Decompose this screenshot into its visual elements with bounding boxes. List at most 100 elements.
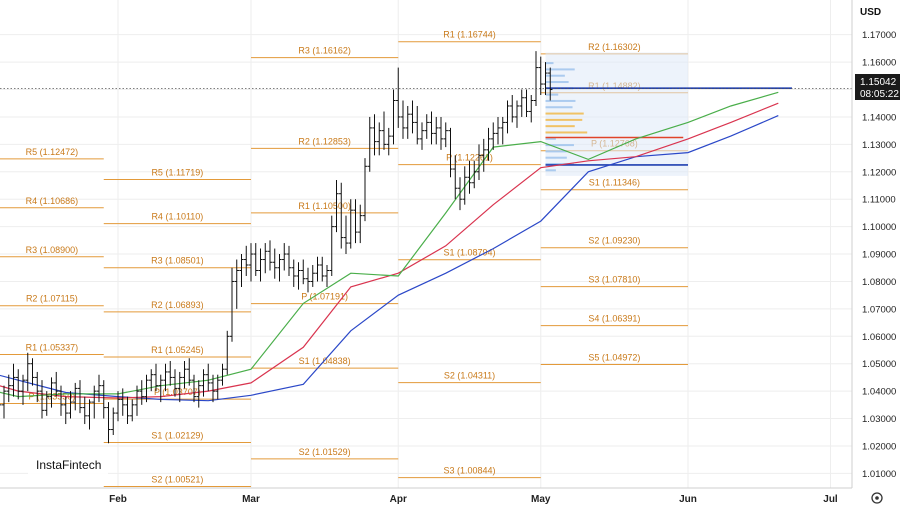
ohlc-bar <box>182 360 187 389</box>
logo-backdrop <box>28 452 108 476</box>
ohlc-bar <box>386 127 391 156</box>
ohlc-bar <box>92 385 97 419</box>
ohlc-bar <box>548 67 553 101</box>
ohlc-bar <box>210 374 216 403</box>
pivot-label: S1 (1.02129) <box>151 430 203 440</box>
ohlc-bar <box>201 369 206 397</box>
ohlc-bar <box>277 254 282 282</box>
pivot-label: P (1.07191) <box>301 292 348 302</box>
ohlc-bar <box>467 160 472 194</box>
ohlc-bar <box>438 116 444 150</box>
ohlc-bar <box>191 374 197 403</box>
ohlc-bar <box>16 369 21 400</box>
y-tick-label: 1.04000 <box>862 387 896 398</box>
ohlc-bar <box>286 245 292 276</box>
ohlc-bar <box>258 248 263 282</box>
ohlc-bar <box>324 265 330 287</box>
ohlc-bar <box>263 243 268 274</box>
ohlc-bar <box>234 259 239 309</box>
ohlc-bar <box>443 122 448 148</box>
time-axis[interactable]: Feb Mar Apr May Jun Jul <box>109 494 838 505</box>
ohlc-bar <box>296 262 301 290</box>
ohlc-bar <box>215 374 220 400</box>
ohlc-bar <box>334 180 339 233</box>
month-label: Feb <box>109 494 127 505</box>
ohlc-bar <box>149 369 154 392</box>
pivot-label: R2 (1.06893) <box>151 300 204 310</box>
volume-profile-bar <box>545 74 565 77</box>
volume-profile-bar <box>545 131 588 134</box>
ohlc-bar <box>106 402 111 444</box>
ohlc-bar <box>125 396 130 425</box>
ohlc-bar <box>244 245 249 276</box>
pivot-label: S4 (1.06391) <box>588 314 640 324</box>
settings-icon[interactable] <box>871 492 883 504</box>
ohlc-bar <box>225 330 230 375</box>
ohlc-bar <box>77 380 83 414</box>
volume-profile-bar <box>545 99 576 102</box>
y-tick-label: 1.01000 <box>862 469 896 480</box>
ohlc-bar <box>0 404 2 406</box>
ohlc-bar <box>30 358 35 386</box>
ohlc-bar <box>101 380 106 419</box>
ohlc-bar <box>177 371 182 403</box>
pivot-label: R5 (1.11719) <box>151 167 203 177</box>
ohlc-bar <box>476 144 482 181</box>
volume-profile-bar <box>545 106 573 109</box>
currency-label[interactable]: USD <box>860 7 881 18</box>
pivot-label: P (1.12261) <box>446 153 493 163</box>
ohlc-bar <box>533 51 539 106</box>
ohlc-bar <box>372 114 377 156</box>
volume-profile-bar <box>545 112 584 115</box>
ohlc-bar <box>115 391 121 422</box>
pivot-label: R1 (1.05337) <box>26 342 79 352</box>
ohlc-bar <box>87 399 92 430</box>
current-price-label: 1.15042 <box>860 77 897 88</box>
ohlc-bar <box>39 380 45 419</box>
moving-averages <box>0 91 779 402</box>
pivot-label: R3 (1.16162) <box>298 46 351 56</box>
month-label: Jul <box>823 494 838 505</box>
ohlc-bar <box>301 259 306 285</box>
ohlc-bar <box>206 363 211 392</box>
moving-average-line <box>0 91 779 398</box>
ohlc-bar <box>453 155 458 200</box>
pivot-label: S2 (1.04311) <box>444 371 495 381</box>
ohlc-bar <box>6 374 11 403</box>
ohlc-bar <box>405 105 410 139</box>
price-candles <box>0 51 553 444</box>
ohlc-bar <box>396 67 401 128</box>
ohlc-bar <box>486 127 491 161</box>
ohlc-bar <box>514 100 520 128</box>
ohlc-bar <box>305 267 311 293</box>
volume-profile-bar <box>545 68 575 71</box>
current-price-backdrop <box>855 74 900 100</box>
y-tick-label: 1.09000 <box>862 250 896 261</box>
moving-average-line <box>0 115 779 402</box>
ohlc-bar <box>58 385 64 416</box>
ohlc-bar <box>377 122 382 156</box>
ohlc-bar <box>220 363 225 386</box>
ohlc-bar <box>20 374 26 405</box>
ohlc-bar <box>111 407 116 436</box>
ohlc-bar <box>481 138 486 172</box>
ohlc-bar <box>120 388 125 416</box>
ohlc-bar <box>163 363 168 392</box>
pivot-label: R4 (1.10686) <box>26 196 79 206</box>
ohlc-bar <box>172 369 178 397</box>
ohlc-bar <box>505 100 510 134</box>
ohlc-bar <box>253 243 258 276</box>
ohlc-bar <box>320 256 325 282</box>
pivot-label: R2 (1.07115) <box>26 294 78 304</box>
pivot-label: S5 (1.04972) <box>588 352 640 362</box>
ohlc-bar <box>11 363 16 397</box>
ohlc-bar <box>343 215 349 255</box>
pivot-label: S2 (1.01529) <box>299 447 351 457</box>
ohlc-bar <box>282 243 287 271</box>
pivot-label: S1 (1.11346) <box>589 178 640 188</box>
y-tick-label: 1.02000 <box>862 441 896 452</box>
ohlc-bar <box>491 122 496 150</box>
ohlc-bar <box>315 256 320 282</box>
month-label: Jun <box>679 494 697 505</box>
